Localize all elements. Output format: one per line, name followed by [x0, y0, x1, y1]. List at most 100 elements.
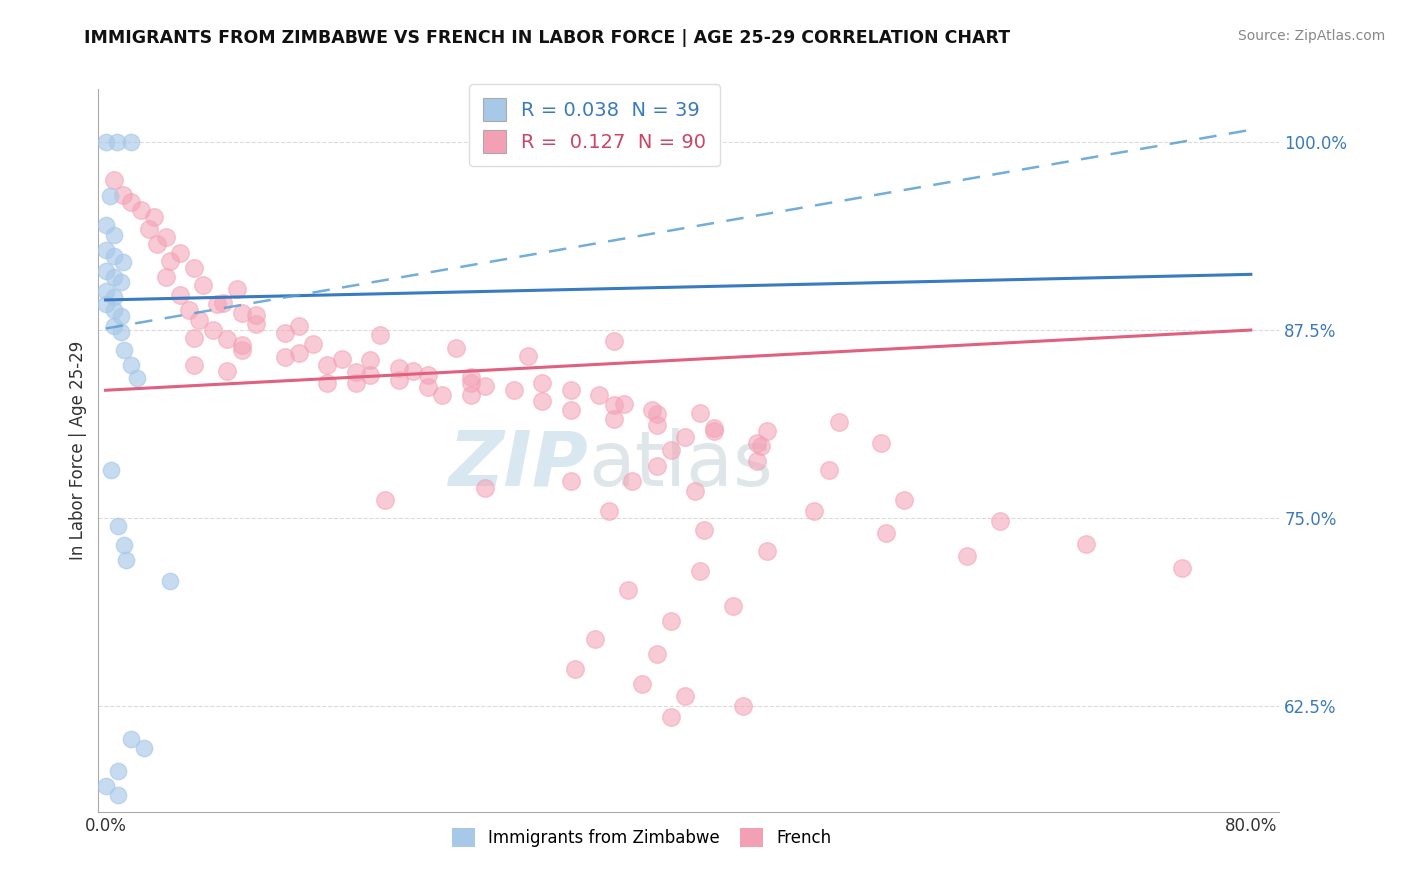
Point — [388, 360, 411, 375]
Point — [110, 325, 132, 339]
Point — [803, 503, 825, 517]
Point — [131, 202, 153, 217]
Point — [875, 526, 897, 541]
Point — [273, 326, 295, 340]
Point — [112, 538, 135, 552]
Point — [120, 135, 142, 149]
Point — [703, 421, 725, 435]
Point — [94, 244, 117, 258]
Point — [749, 439, 772, 453]
Point — [187, 312, 209, 326]
Point — [138, 222, 160, 236]
Legend: Immigrants from Zimbabwe, French: Immigrants from Zimbabwe, French — [444, 822, 838, 854]
Text: atlas: atlas — [589, 428, 773, 502]
Point — [502, 384, 524, 398]
Point — [645, 417, 668, 432]
Point — [107, 764, 129, 778]
Point — [430, 388, 453, 402]
Point — [474, 378, 496, 392]
Point — [673, 430, 696, 444]
Point — [598, 503, 620, 517]
Point — [103, 270, 125, 285]
Point — [226, 282, 249, 296]
Point — [330, 351, 353, 366]
Point — [103, 249, 125, 263]
Point — [316, 358, 339, 372]
Point — [621, 474, 644, 488]
Point — [446, 341, 468, 355]
Point — [893, 493, 915, 508]
Point — [245, 317, 267, 331]
Point — [105, 135, 128, 149]
Point — [120, 358, 142, 372]
Point — [94, 779, 117, 793]
Point — [155, 270, 177, 285]
Point — [603, 412, 626, 426]
Point — [94, 264, 117, 278]
Point — [217, 364, 239, 378]
Point — [460, 369, 482, 384]
Point — [1076, 537, 1098, 551]
Point — [673, 689, 696, 703]
Point — [870, 436, 893, 450]
Point — [560, 402, 582, 417]
Point — [344, 365, 367, 379]
Point — [114, 553, 136, 567]
Point — [641, 402, 664, 417]
Point — [316, 376, 339, 390]
Point — [755, 424, 778, 438]
Point — [359, 368, 381, 383]
Point — [302, 336, 325, 351]
Point — [245, 308, 267, 322]
Point — [98, 189, 121, 203]
Point — [560, 474, 582, 488]
Point — [988, 514, 1011, 528]
Point — [402, 364, 425, 378]
Point — [1171, 561, 1194, 575]
Point — [659, 443, 682, 458]
Point — [645, 458, 668, 473]
Point — [183, 330, 205, 344]
Text: Source: ZipAtlas.com: Source: ZipAtlas.com — [1237, 29, 1385, 43]
Point — [169, 246, 191, 260]
Point — [613, 397, 636, 411]
Point — [103, 318, 125, 333]
Point — [103, 290, 125, 304]
Point — [388, 373, 411, 387]
Point — [617, 583, 640, 598]
Point — [94, 218, 117, 232]
Point — [359, 353, 381, 368]
Point — [755, 544, 778, 558]
Point — [103, 228, 125, 243]
Point — [94, 297, 117, 311]
Point — [631, 677, 654, 691]
Point — [564, 662, 586, 676]
Point — [370, 327, 392, 342]
Point — [134, 741, 156, 756]
Point — [374, 493, 396, 508]
Point — [183, 358, 205, 372]
Point — [583, 632, 606, 646]
Point — [416, 368, 439, 383]
Point — [125, 371, 148, 385]
Point — [103, 303, 125, 318]
Point — [111, 255, 134, 269]
Point — [588, 388, 610, 402]
Point — [603, 398, 626, 412]
Point — [231, 306, 253, 320]
Point — [460, 376, 482, 390]
Point — [231, 343, 253, 357]
Point — [603, 334, 626, 348]
Point — [693, 523, 716, 537]
Point — [146, 237, 169, 252]
Point — [217, 332, 239, 346]
Point — [110, 310, 132, 324]
Point — [344, 376, 367, 390]
Point — [560, 384, 582, 398]
Point — [516, 349, 538, 363]
Point — [159, 574, 181, 589]
Point — [191, 277, 214, 292]
Point — [107, 788, 129, 802]
Point — [201, 323, 224, 337]
Point — [745, 436, 768, 450]
